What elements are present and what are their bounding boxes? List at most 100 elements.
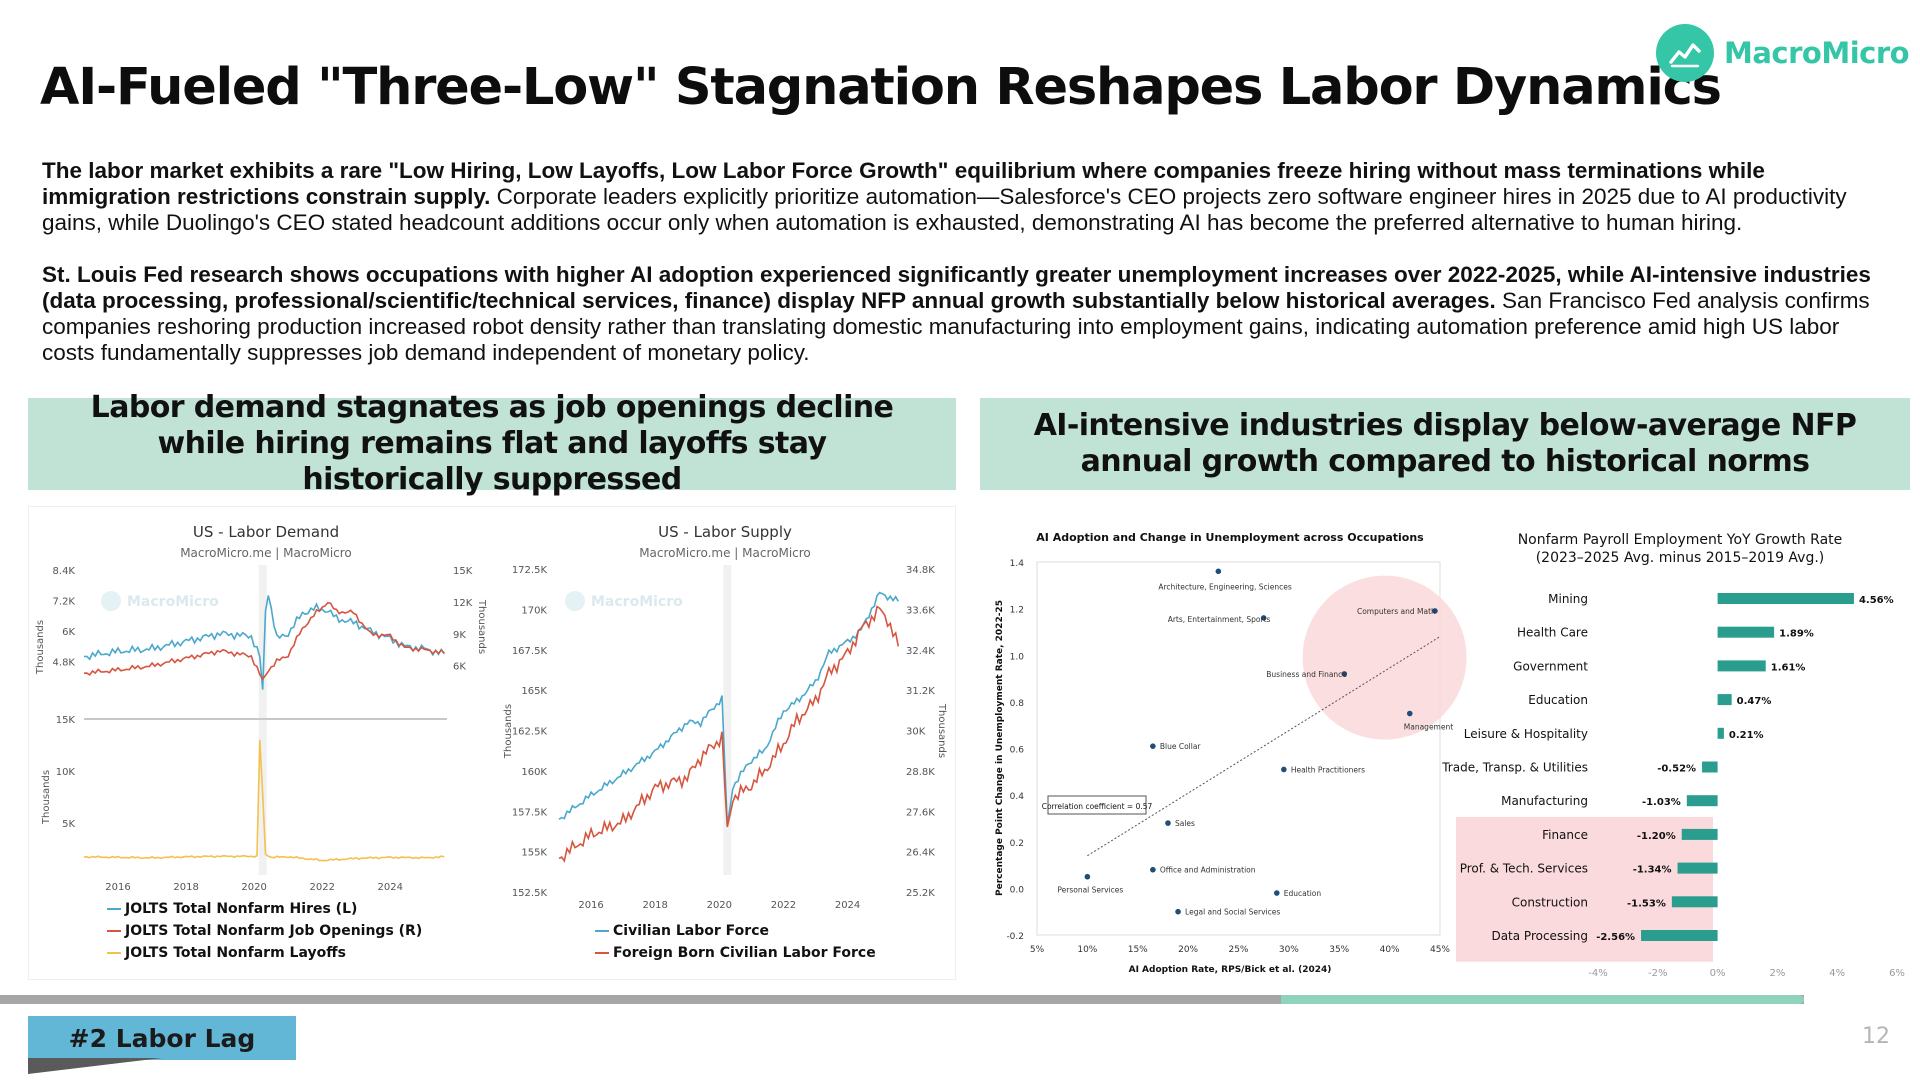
nfp-value-label: -1.20% xyxy=(1637,831,1676,842)
nfp-category-label: Education xyxy=(1528,693,1588,707)
demand-right-axis-label: Thousands xyxy=(476,599,487,654)
intro-paragraph: The labor market exhibits a rare "Low Hi… xyxy=(42,158,1892,236)
nfp-category-label: Construction xyxy=(1512,895,1588,909)
demand-x-tick: 2018 xyxy=(173,882,198,893)
nfp-x-tick: 2% xyxy=(1769,968,1785,979)
nfp-x-tick: 6% xyxy=(1889,968,1905,979)
supply-left-tick: 155K xyxy=(521,848,547,859)
nfp-bar xyxy=(1702,761,1718,773)
scatter-x-label: AI Adoption Rate, RPS/Bick et al. (2024) xyxy=(1129,965,1332,975)
scatter-point xyxy=(1150,743,1156,749)
supply-right-tick: 33.6K xyxy=(906,605,935,616)
nfp-bar xyxy=(1681,828,1718,840)
nfp-bar xyxy=(1717,694,1732,706)
supply-right-tick: 32.4K xyxy=(906,646,935,657)
scatter-point xyxy=(1432,608,1438,614)
demand-x-tick: 2016 xyxy=(105,882,130,893)
logo-text: MacroMicro xyxy=(1724,36,1910,70)
left-panel-header: Labor demand stagnates as job openings d… xyxy=(28,390,956,497)
demand-x-tick: 2024 xyxy=(378,882,403,893)
nfp-value-label: 4.56% xyxy=(1859,595,1894,606)
supply-legend-label: Foreign Born Civilian Labor Force xyxy=(613,945,876,961)
scatter-x-tick: 10% xyxy=(1077,945,1097,955)
scatter-title: AI Adoption and Change in Unemployment a… xyxy=(1036,531,1424,544)
supply-2020-band xyxy=(723,565,732,875)
scatter-point xyxy=(1260,615,1267,621)
demand-left-tick: 7.2K xyxy=(53,597,76,608)
nfp-category-label: Manufacturing xyxy=(1501,794,1588,808)
labor-charts-panel: US - Labor Demand MacroMicro.me | MacroMi… xyxy=(28,506,956,980)
nfp-category-label: Trade, Transp. & Utilities xyxy=(1441,761,1588,775)
layoffs-left-tick: 10K xyxy=(56,767,76,778)
nfp-category-label: Finance xyxy=(1542,828,1588,842)
demand-watermark: MacroMicro xyxy=(127,594,219,610)
layoffs-axis-label: Thousands xyxy=(41,770,52,825)
scatter-point xyxy=(1406,710,1413,717)
scatter-x-tick: 25% xyxy=(1228,945,1248,955)
supply-chart-title: US - Labor Supply xyxy=(658,523,792,541)
scatter-x-tick: 5% xyxy=(1030,945,1045,955)
scatter-highlight-circle xyxy=(1302,575,1467,740)
supply-right-tick: 31.2K xyxy=(906,686,935,697)
scatter-y-tick: 0.2 xyxy=(1010,839,1024,849)
series-openings-line xyxy=(83,601,445,681)
scatter-x-tick: 30% xyxy=(1279,945,1299,955)
ai-charts-panel: AI Adoption and Change in Unemployment a… xyxy=(980,506,1910,980)
scatter-point xyxy=(1150,866,1156,873)
scatter-point-label: Business and Finance xyxy=(1266,670,1347,679)
supply-left-tick: 170K xyxy=(521,605,547,616)
nfp-value-label: -1.34% xyxy=(1633,865,1672,876)
nfp-value-label: 0.21% xyxy=(1729,730,1764,741)
intro-paragraph-bold: The labor market exhibits a rare "Low Hi… xyxy=(42,158,1765,209)
brand-logo[interactable]: MacroMicro xyxy=(1656,24,1910,82)
scatter-point-label: Personal Services xyxy=(1057,886,1123,895)
scatter-plot-frame xyxy=(1036,561,1441,936)
nfp-value-label: 0.47% xyxy=(1737,696,1772,707)
demand-x-tick: 2020 xyxy=(241,882,266,893)
nfp-bar xyxy=(1677,862,1718,874)
demand-chart-subtitle: MacroMicro.me | MacroMicro xyxy=(180,546,352,560)
nfp-value-label: 1.61% xyxy=(1771,662,1806,673)
supply-right-tick: 27.6K xyxy=(906,807,935,818)
supply-chart-subtitle: MacroMicro.me | MacroMicro xyxy=(639,546,811,560)
demand-right-tick: 15K xyxy=(453,566,473,577)
nfp-category-label: Data Processing xyxy=(1491,929,1588,943)
scatter-correlation-box xyxy=(1047,795,1147,815)
nfp-value-label: -0.52% xyxy=(1657,764,1696,775)
demand-chart-title: US - Labor Demand xyxy=(193,523,339,541)
scatter-point-label: Architecture, Engineering, Sciences xyxy=(1158,582,1292,591)
supply-left-tick: 162.5K xyxy=(512,727,548,738)
demand-watermark-icon xyxy=(101,591,121,611)
scatter-y-label: Percentage Point Change in Unemployment … xyxy=(995,600,1005,896)
scatter-point-label: Health Practitioners xyxy=(1291,765,1365,774)
scatter-x-tick: 40% xyxy=(1380,945,1400,955)
series-hires-line xyxy=(83,595,445,690)
demand-right-tick: 9K xyxy=(453,630,466,641)
supply-watermark-icon xyxy=(565,591,585,611)
nfp-category-label: Prof. & Tech. Services xyxy=(1460,862,1588,876)
page-number: 12 xyxy=(1862,1024,1890,1049)
scatter-x-tick: 35% xyxy=(1329,945,1349,955)
scatter-y-tick: 1.2 xyxy=(1010,606,1024,616)
supply-right-tick: 34.8K xyxy=(906,565,935,576)
scatter-correlation-label: Correlation coefficient = 0.57 xyxy=(1042,802,1153,811)
supply-left-tick: 167.5K xyxy=(512,646,548,657)
scatter-y-tick: 1.0 xyxy=(1010,652,1025,662)
scatter-point-label: Computers and Math xyxy=(1357,607,1436,616)
slide-progress-fill xyxy=(1281,995,1804,1004)
demand-left-axis-label: Thousands xyxy=(35,620,46,675)
nfp-value-label: -1.03% xyxy=(1642,797,1681,808)
scatter-point xyxy=(1215,568,1222,575)
section-tag: #2 Labor Lag xyxy=(28,1016,296,1060)
nfp-x-tick: -4% xyxy=(1588,968,1607,979)
scatter-x-tick: 45% xyxy=(1430,945,1450,955)
supply-left-tick: 157.5K xyxy=(512,807,548,818)
scatter-point xyxy=(1084,873,1091,880)
series-foreign-born-line xyxy=(558,605,900,863)
demand-left-tick: 6K xyxy=(62,627,75,638)
supply-right-tick: 26.4K xyxy=(906,848,935,859)
demand-left-tick: 4.8K xyxy=(53,658,76,669)
series-layoffs-line xyxy=(83,739,445,862)
supply-x-tick: 2020 xyxy=(707,900,732,911)
supply-legend-label: Civilian Labor Force xyxy=(613,923,769,939)
